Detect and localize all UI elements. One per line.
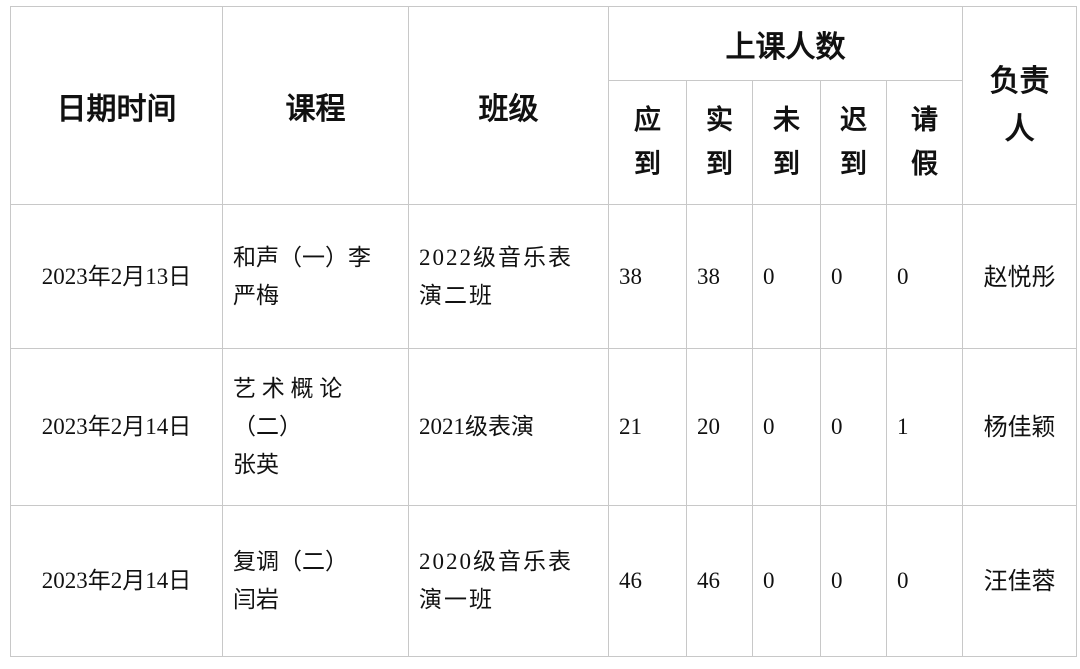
cell-leave: 0 — [885, 505, 964, 657]
cell-late: 0 — [820, 348, 887, 506]
cell-responsible: 杨佳颖 — [962, 348, 1078, 506]
cell-course: 和声（一）李 严梅 — [222, 204, 409, 349]
table-row: 2023年2月14日 艺 术 概 论 （二） 张英 2021级表演 21 20 … — [10, 348, 1078, 506]
header-expected: 应 到 — [608, 80, 687, 205]
cell-leave: 0 — [885, 204, 964, 349]
cell-leave: 1 — [885, 348, 964, 506]
header-leave: 请 假 — [885, 80, 964, 205]
cell-class: 2020级音乐表 演一班 — [408, 505, 609, 657]
header-late: 迟 到 — [820, 80, 887, 205]
cell-course: 艺 术 概 论 （二） 张英 — [222, 348, 409, 506]
table-row: 2023年2月14日 复调（二） 闫岩 2020级音乐表 演一班 46 46 0… — [10, 505, 1078, 657]
cell-late: 0 — [820, 204, 887, 349]
cell-responsible: 汪佳蓉 — [962, 505, 1078, 657]
cell-absent: 0 — [752, 505, 821, 657]
cell-absent: 0 — [752, 204, 821, 349]
cell-present: 38 — [686, 204, 753, 349]
header-present: 实 到 — [686, 80, 753, 205]
table-row: 2023年2月13日 和声（一）李 严梅 2022级音乐表 演二班 38 38 … — [10, 204, 1078, 349]
header-date: 日期时间 — [10, 6, 223, 205]
cell-late: 0 — [820, 505, 887, 657]
subheader-row: 应 到 实 到 未 到 迟 到 请 假 — [11, 80, 1077, 205]
cell-course: 复调（二） 闫岩 — [222, 505, 409, 657]
header-class: 班级 — [408, 6, 609, 205]
cell-responsible: 赵悦彤 — [962, 204, 1078, 349]
cell-expected: 46 — [608, 505, 687, 657]
cell-date: 2023年2月14日 — [10, 505, 223, 657]
header-responsible: 负责 人 — [962, 6, 1078, 205]
cell-expected: 38 — [608, 204, 687, 349]
attendance-table: 日期时间 课程 班级 上课人数 负责 人 应 到 实 到 未 到 迟 到 请 假… — [10, 6, 1078, 657]
cell-absent: 0 — [752, 348, 821, 506]
cell-class: 2022级音乐表 演二班 — [408, 204, 609, 349]
header-absent: 未 到 — [752, 80, 821, 205]
header-row: 日期时间 课程 班级 上课人数 负责 人 — [10, 6, 1078, 205]
cell-present: 20 — [686, 348, 753, 506]
cell-expected: 21 — [608, 348, 687, 506]
cell-present: 46 — [686, 505, 753, 657]
cell-class: 2021级表演 — [408, 348, 609, 506]
header-course: 课程 — [222, 6, 409, 205]
cell-date: 2023年2月13日 — [10, 204, 223, 349]
cell-date: 2023年2月14日 — [10, 348, 223, 506]
header-attendance-group: 上课人数 — [607, 6, 964, 81]
